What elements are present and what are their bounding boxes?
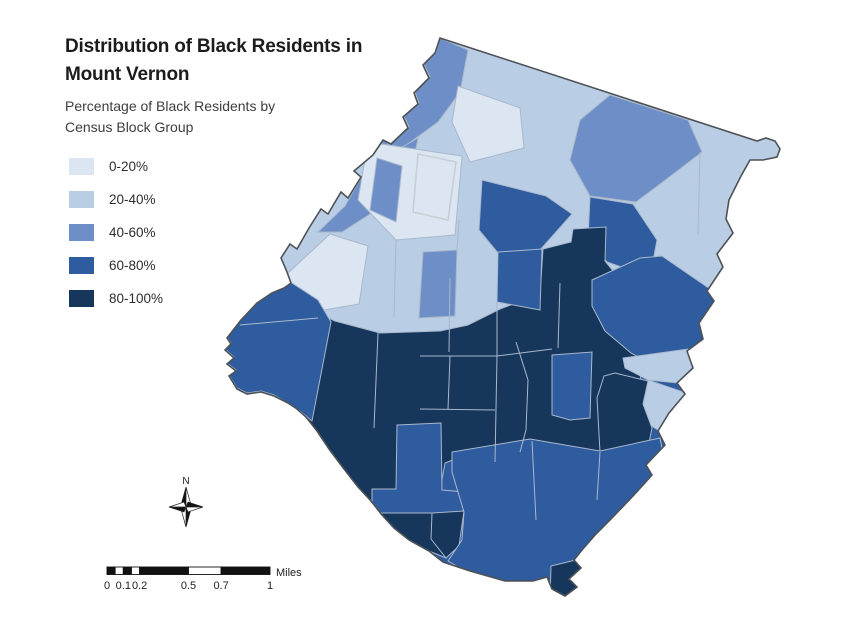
- city-outline: [223, 36, 781, 597]
- page-title: Distribution of Black Residents in Mount…: [65, 33, 445, 89]
- census-block-region: [569, 94, 703, 203]
- block-boundary-line: [697, 151, 701, 236]
- legend-swatch: [69, 224, 94, 241]
- scale-bar-segment: [114, 566, 124, 575]
- block-boundary-line: [373, 332, 379, 429]
- block-boundary-line: [448, 277, 451, 353]
- scale-bar-segment: [122, 566, 132, 575]
- legend-item: 80-100%: [69, 290, 163, 307]
- north-arrow-icon: N: [168, 476, 204, 528]
- legend-label: 60-80%: [109, 258, 156, 273]
- legend-item: 20-40%: [69, 191, 163, 208]
- subtitle-line-1: Percentage of Black Residents by: [65, 98, 276, 114]
- scale-tick-label: 0.7: [213, 580, 228, 592]
- legend: 0-20% 20-40% 40-60% 60-80% 80-100%: [69, 158, 163, 323]
- legend-swatch: [69, 257, 94, 274]
- block-boundary-line: [557, 282, 561, 349]
- title-line-2: Mount Vernon: [65, 64, 190, 85]
- legend-swatch: [69, 191, 94, 208]
- legend-swatch: [69, 158, 94, 175]
- scale-tick-label: 0: [104, 580, 110, 592]
- census-block-region: [418, 249, 458, 319]
- scale-bar: 0 0.1 0.2 0.5 0.7 1: [104, 566, 273, 592]
- scale-bar-segment: [188, 566, 222, 575]
- scale-bar-segment: [220, 566, 271, 575]
- block-boundary-line: [515, 341, 529, 453]
- north-label: N: [182, 476, 189, 487]
- legend-item: 0-20%: [69, 158, 163, 175]
- block-boundary-line: [447, 355, 451, 410]
- scale-bar-segment: [130, 566, 141, 575]
- scale-bar-segment: [139, 566, 189, 575]
- title-line-1: Distribution of Black Residents in: [65, 36, 363, 57]
- block-boundary-line: [596, 451, 601, 501]
- census-block-region: [451, 85, 525, 163]
- legend-item: 60-80%: [69, 257, 163, 274]
- census-block-region: [369, 157, 403, 223]
- legend-label: 20-40%: [109, 192, 156, 207]
- scale-tick-label: 0.5: [181, 580, 196, 592]
- legend-label: 0-20%: [109, 159, 149, 174]
- scale-bar-segment: [106, 566, 116, 575]
- scale-tick-label: 1: [267, 580, 273, 592]
- scale-tick-label: 0.2: [132, 580, 147, 592]
- block-boundary-line: [239, 317, 319, 326]
- legend-item: 40-60%: [69, 224, 163, 241]
- subtitle-line-2: Census Block Group: [65, 119, 194, 135]
- block-boundary-line: [456, 219, 460, 251]
- block-boundary-line: [494, 355, 498, 463]
- legend-label: 40-60%: [109, 225, 156, 240]
- scale-tick-label: 0.1: [116, 580, 131, 592]
- census-block-region: [430, 510, 465, 559]
- census-block-region: [412, 153, 457, 221]
- census-block-region: [551, 351, 593, 421]
- map-subtitle: Percentage of Black Residents by Census …: [65, 96, 365, 138]
- block-boundary-line: [393, 239, 397, 319]
- block-boundary-line: [531, 440, 537, 521]
- legend-swatch: [69, 290, 94, 307]
- legend-label: 80-100%: [109, 291, 164, 306]
- block-boundary-line: [419, 408, 496, 411]
- census-block-region: [496, 248, 543, 311]
- census-block-region: [225, 282, 332, 422]
- scale-unit-label: Miles: [276, 567, 302, 579]
